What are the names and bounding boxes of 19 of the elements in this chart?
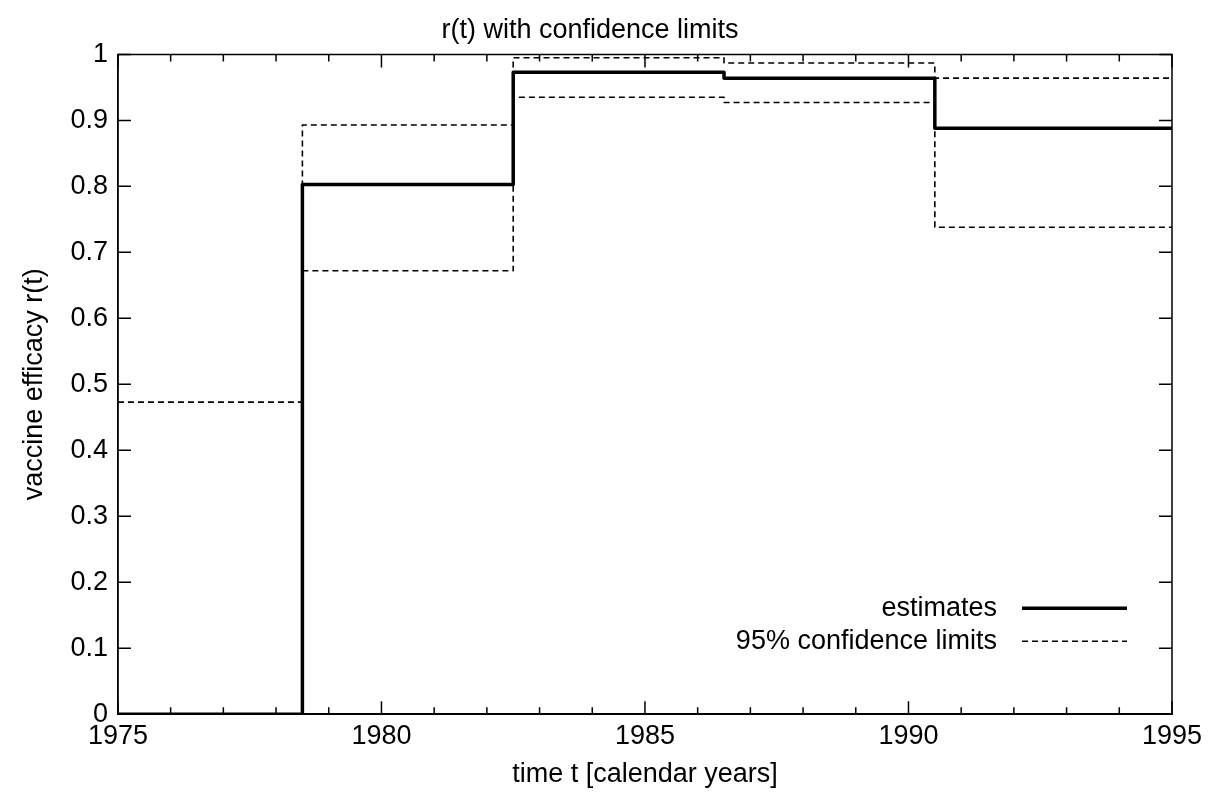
y-tick-label: 0.5 (70, 367, 108, 398)
x-tick-label: 1980 (351, 719, 412, 750)
x-tick-label: 1995 (1141, 719, 1203, 750)
legend-label: 95% confidence limits (735, 624, 997, 655)
y-tick-label: 0.7 (70, 235, 108, 266)
legend-label: estimates (881, 591, 997, 622)
y-tick-label: 0.6 (70, 301, 108, 332)
y-tick-label: 0.9 (70, 103, 108, 134)
y-axis-title: vaccine efficacy r(t) (17, 268, 48, 501)
y-tick-label: 1 (92, 37, 108, 68)
y-tick-label: 0.2 (70, 565, 108, 596)
chart-title: r(t) with confidence limits (441, 13, 739, 44)
y-tick-label: 0.1 (70, 631, 108, 662)
y-tick-label: 0.8 (70, 169, 108, 200)
x-tick-label: 1985 (614, 719, 676, 750)
x-axis-title: time t [calendar years] (512, 758, 778, 789)
y-tick-label: 0.3 (70, 499, 108, 530)
y-tick-label: 0.4 (70, 433, 108, 464)
x-tick-label: 1990 (878, 719, 939, 750)
